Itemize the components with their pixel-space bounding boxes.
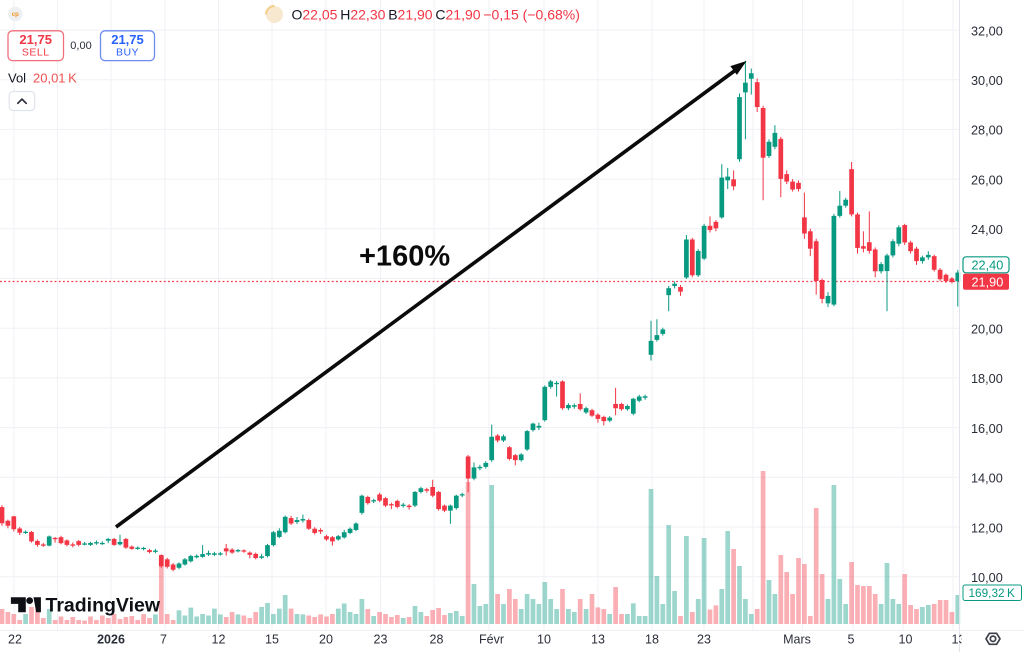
svg-text:TradingView: TradingView xyxy=(46,595,161,617)
svg-text:cp: cp xyxy=(12,12,19,18)
svg-text:7: 7 xyxy=(160,633,167,647)
svg-text:Mars: Mars xyxy=(783,633,811,647)
svg-text:24,00: 24,00 xyxy=(971,223,1003,237)
svg-text:169,32 K: 169,32 K xyxy=(969,586,1015,600)
svg-text:21,90: 21,90 xyxy=(972,275,1004,289)
svg-text:5: 5 xyxy=(848,633,855,647)
svg-text:22,40: 22,40 xyxy=(972,259,1004,273)
svg-text:16,00: 16,00 xyxy=(971,422,1003,436)
svg-text:12: 12 xyxy=(212,633,226,647)
svg-text:SELL: SELL xyxy=(22,46,50,58)
svg-text:30,00: 30,00 xyxy=(971,74,1003,88)
svg-text:28: 28 xyxy=(430,633,444,647)
svg-text:10: 10 xyxy=(899,633,913,647)
svg-text:20: 20 xyxy=(319,633,333,647)
svg-text:10: 10 xyxy=(537,633,551,647)
svg-text:Vol: Vol xyxy=(8,70,26,85)
svg-text:22: 22 xyxy=(8,633,22,647)
svg-text:O22,05 H22,30 B21,90 C21,90 −0: O22,05 H22,30 B21,90 C21,90 −0,15 (−0,68… xyxy=(292,7,580,23)
svg-text:20,01 K: 20,01 K xyxy=(33,70,77,85)
svg-text:18: 18 xyxy=(645,633,659,647)
svg-text:21,75: 21,75 xyxy=(19,32,52,47)
svg-text:12,00: 12,00 xyxy=(971,521,1003,535)
svg-text:21,75: 21,75 xyxy=(111,32,144,47)
svg-text:2026: 2026 xyxy=(97,633,125,647)
svg-text:32,00: 32,00 xyxy=(971,24,1003,38)
svg-text:26,00: 26,00 xyxy=(971,173,1003,187)
svg-text:18,00: 18,00 xyxy=(971,372,1003,386)
svg-text:23: 23 xyxy=(374,633,388,647)
svg-text:+160%: +160% xyxy=(359,241,450,273)
svg-text:23: 23 xyxy=(697,633,711,647)
svg-text:20,00: 20,00 xyxy=(971,323,1003,337)
svg-text:Févr: Févr xyxy=(479,633,504,647)
svg-text:13: 13 xyxy=(591,633,605,647)
svg-text:0,00: 0,00 xyxy=(70,40,91,52)
svg-text:14,00: 14,00 xyxy=(971,472,1003,486)
svg-text:15: 15 xyxy=(265,633,279,647)
svg-text:28,00: 28,00 xyxy=(971,124,1003,138)
svg-text:BUY: BUY xyxy=(116,46,139,58)
svg-text:10,00: 10,00 xyxy=(971,571,1003,585)
